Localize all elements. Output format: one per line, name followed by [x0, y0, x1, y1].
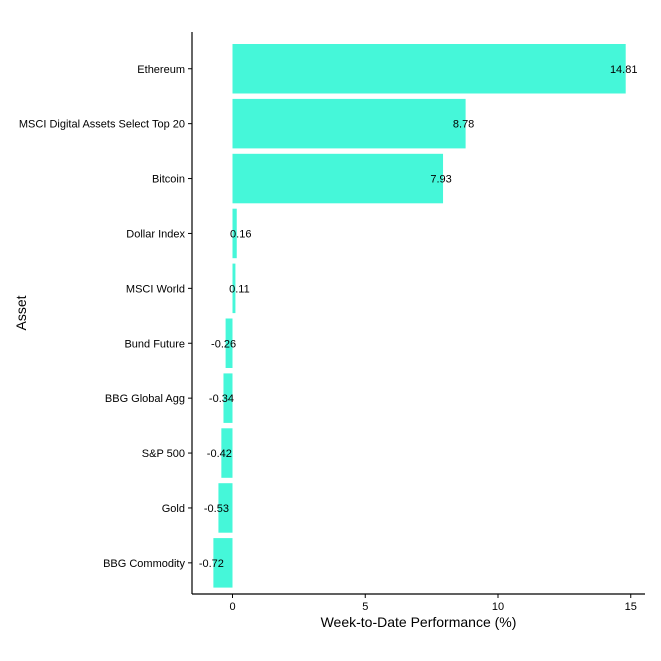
y-tick-label-7: S&P 500 [142, 448, 185, 460]
bar-7 [221, 428, 233, 478]
y-tick-label-0: Ethereum [137, 64, 185, 76]
data-label-7: -0.42 [207, 448, 232, 460]
data-label-3: 0.16 [230, 228, 251, 240]
x-tick-label-2: 10 [492, 601, 504, 613]
y-tick-label-2: Bitcoin [152, 174, 185, 186]
bar-1 [232, 98, 466, 149]
x-axis: 0 5 10 15 [192, 593, 645, 613]
bar-9 [213, 538, 233, 588]
y-axis: Ethereum MSCI Digital Assets Select Top 2… [19, 32, 193, 594]
data-label-9: -0.72 [199, 558, 224, 570]
bars-group [213, 44, 626, 588]
y-tick-label-3: Dollar Index [126, 228, 185, 240]
x-tick-label-3: 15 [625, 601, 637, 613]
x-tick-label-1: 5 [362, 601, 368, 613]
bar-3 [232, 208, 237, 259]
y-tick-label-6: BBG Global Agg [105, 393, 185, 405]
bar-6 [223, 373, 233, 423]
bar-0 [232, 44, 626, 94]
x-axis-title: Week-to-Date Performance (%) [321, 614, 517, 630]
x-tick-label-0: 0 [229, 601, 235, 613]
data-label-5: -0.26 [211, 338, 236, 350]
y-tick-label-4: MSCI World [126, 283, 185, 295]
bar-5 [225, 318, 233, 368]
y-tick-label-1: MSCI Digital Assets Select Top 20 [19, 119, 185, 131]
data-label-2: 7.93 [430, 174, 451, 186]
bar-2 [232, 153, 444, 204]
y-tick-label-9: BBG Commodity [103, 558, 185, 570]
data-label-0: 14.81 [610, 64, 638, 76]
data-label-6: -0.34 [209, 393, 234, 405]
y-tick-label-8: Gold [162, 503, 185, 515]
data-label-8: -0.53 [204, 503, 229, 515]
y-tick-label-5: Bund Future [124, 338, 185, 350]
bar-8 [218, 483, 233, 533]
data-label-4: 0.11 [229, 283, 250, 295]
data-labels-group: 14.81 8.78 7.93 0.16 0.11 -0.26 -0.34 -0.42 -0.5… [199, 64, 638, 570]
data-label-1: 8.78 [453, 119, 474, 131]
bar-4 [232, 263, 236, 314]
y-axis-title: Asset [13, 295, 29, 330]
